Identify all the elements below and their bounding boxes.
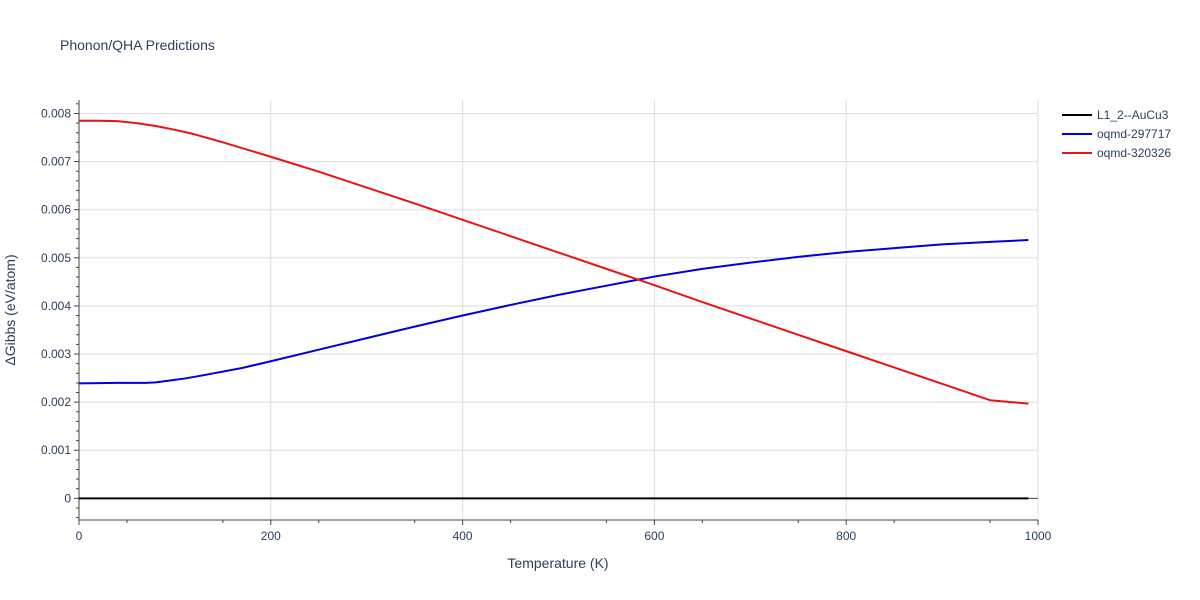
y-tick-label: 0.004 [41, 299, 71, 313]
legend[interactable]: L1_2--AuCu3 oqmd-297717 oqmd-320326 [1062, 108, 1171, 160]
legend-label: oqmd-320326 [1097, 146, 1171, 160]
x-tick-label: 400 [453, 529, 473, 543]
series-layer [78, 119, 1029, 500]
x-tick-label: 0 [76, 529, 83, 543]
x-tick-label: 200 [261, 529, 281, 543]
y-tick-label: 0 [64, 491, 71, 505]
y-tick-label: 0.006 [41, 203, 71, 217]
y-axis-title: ΔGibbs (eV/atom) [2, 254, 18, 365]
x-tick-label: 600 [644, 529, 664, 543]
legend-item[interactable]: oqmd-320326 [1062, 146, 1171, 160]
legend-label: L1_2--AuCu3 [1097, 108, 1169, 122]
y-tick-label: 0.002 [41, 395, 71, 409]
y-tick-label: 0.001 [41, 443, 71, 457]
legend-item[interactable]: L1_2--AuCu3 [1062, 108, 1169, 122]
y-tick-label: 0.007 [41, 155, 71, 169]
ticks-layer: 0 200 400 600 800 1000 0 0.001 0.002 0.003 0.004 0.… [41, 103, 1052, 543]
series-line-oqmd-320326 [79, 119, 1029, 405]
y-tick-label: 0.005 [41, 251, 71, 265]
y-tick-label: 0.003 [41, 347, 71, 361]
y-tick-label: 0.008 [41, 106, 71, 120]
legend-item[interactable]: oqmd-297717 [1062, 127, 1171, 141]
x-axis-title: Temperature (K) [507, 555, 608, 571]
grid-layer [79, 100, 1039, 520]
x-tick-label: 800 [836, 529, 856, 543]
series-line-oqmd-297717 [78, 239, 1029, 385]
chart-title: Phonon/QHA Predictions [60, 37, 215, 53]
axes-layer [78, 100, 1038, 521]
x-tick-label: 1000 [1025, 529, 1052, 543]
legend-label: oqmd-297717 [1097, 127, 1171, 141]
